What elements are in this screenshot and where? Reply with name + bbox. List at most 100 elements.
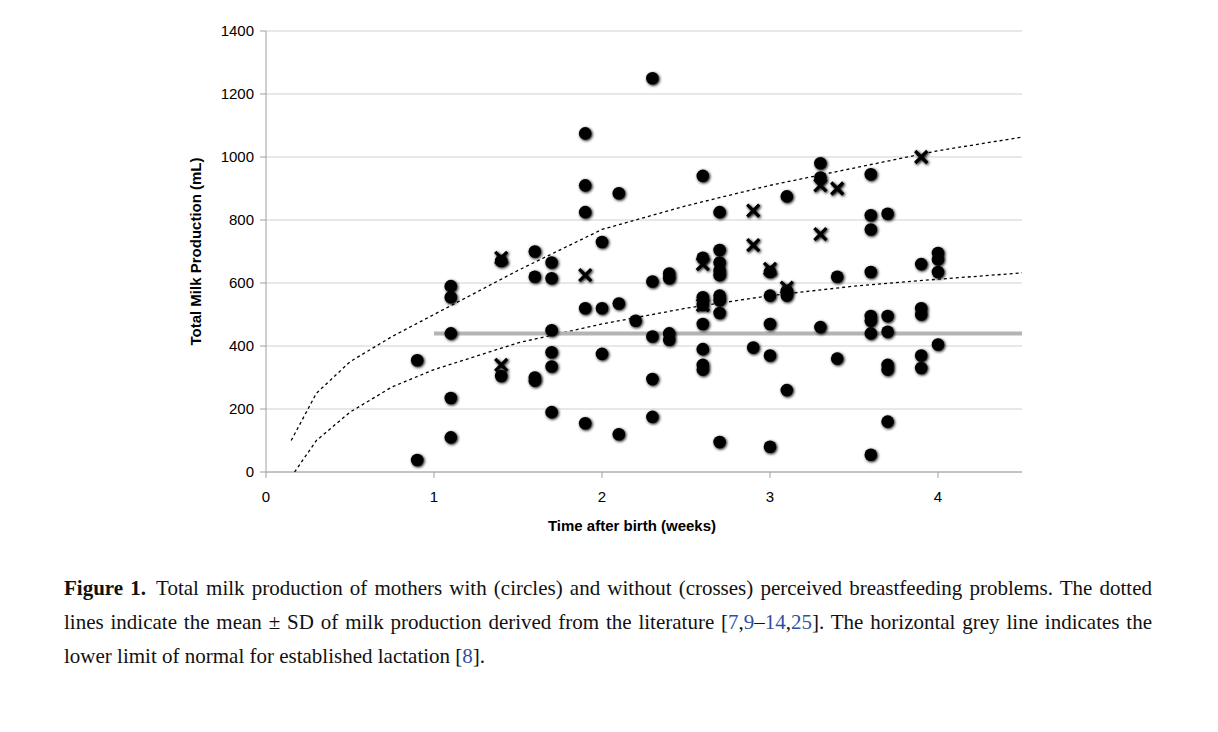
grid-line [266, 157, 1022, 158]
circle-point [613, 187, 626, 200]
circle-point [865, 266, 878, 279]
cross-point [814, 179, 826, 191]
circle-point [629, 315, 642, 328]
circle-point [713, 244, 726, 257]
circle-point [764, 289, 777, 302]
circle-point [915, 258, 928, 271]
circle-point [697, 170, 710, 183]
circle-point [713, 269, 726, 282]
circle-point [932, 266, 945, 279]
circle-point [445, 392, 458, 405]
circle-point [545, 256, 558, 269]
circle-point [915, 362, 928, 375]
tick-mark [266, 472, 267, 478]
circle-point [713, 436, 726, 449]
circle-point [865, 327, 878, 340]
tick-mark [260, 346, 266, 347]
circle-point [529, 374, 542, 387]
circle-point [663, 272, 676, 285]
circle-point [545, 272, 558, 285]
chart: 020040060080010001200140001234Time after… [0, 0, 1218, 560]
cross-point [814, 228, 826, 240]
circle-point [445, 431, 458, 444]
circle-point [445, 327, 458, 340]
x-axis-line [266, 472, 1022, 473]
cross-point [781, 282, 793, 294]
circle-point [646, 72, 659, 85]
circle-point [764, 349, 777, 362]
circle-point [713, 206, 726, 219]
caption-text: , [786, 610, 791, 634]
grid-line [266, 31, 1022, 32]
circle-point [579, 179, 592, 192]
circle-point [646, 275, 659, 288]
circle-point [814, 157, 827, 170]
circle-point [697, 363, 710, 376]
circle-point [613, 297, 626, 310]
circle-point [579, 127, 592, 140]
tick-label: 1200 [221, 85, 254, 102]
plot-area [291, 72, 1022, 472]
tick-label: 400 [229, 337, 254, 354]
grid-line [266, 472, 1022, 473]
tick-mark [434, 472, 435, 478]
cross-point [831, 183, 843, 195]
citation[interactable]: 9 [744, 610, 755, 634]
circle-point [579, 302, 592, 315]
tick-label: 200 [229, 400, 254, 417]
cross-point [495, 359, 507, 371]
cross-point [915, 151, 927, 163]
tick-mark [260, 157, 266, 158]
circle-point [646, 330, 659, 343]
tick-label: 800 [229, 211, 254, 228]
circle-point [865, 223, 878, 236]
circle-point [881, 415, 894, 428]
circle-point [881, 207, 894, 220]
reference-line [434, 331, 1022, 335]
cross-point [747, 205, 759, 217]
circle-point [613, 428, 626, 441]
circle-point [646, 373, 659, 386]
caption-text: – [754, 610, 765, 634]
circle-point [411, 454, 424, 467]
circle-point [881, 363, 894, 376]
circle-point [646, 411, 659, 424]
circle-point [663, 333, 676, 346]
citation[interactable]: 14 [765, 610, 786, 634]
cross-point [579, 269, 591, 281]
circle-point [881, 326, 894, 339]
citation[interactable]: 8 [462, 644, 473, 668]
tick-label: 2 [598, 488, 606, 505]
circle-point [932, 253, 945, 266]
circle-point [596, 302, 609, 315]
citation[interactable]: 25 [791, 610, 812, 634]
circle-point [545, 360, 558, 373]
tick-label: 1 [430, 488, 438, 505]
tick-label: 3 [766, 488, 774, 505]
grid-line [266, 409, 1022, 410]
circle-point [865, 168, 878, 181]
circle-point [831, 270, 844, 283]
circle-point [932, 338, 945, 351]
tick-mark [260, 472, 266, 473]
grid-line [266, 283, 1022, 284]
cross-point [495, 252, 507, 264]
caption-text: , [739, 610, 744, 634]
circle-point [579, 206, 592, 219]
x-axis-title: Time after birth (weeks) [548, 517, 716, 534]
caption-label: Figure 1. [64, 576, 146, 600]
circle-point [781, 384, 794, 397]
circle-point [915, 349, 928, 362]
grid-line [266, 346, 1022, 347]
circle-point [865, 209, 878, 222]
circle-point [831, 352, 844, 365]
caption: Figure 1.Total milk production of mother… [64, 571, 1152, 673]
citation[interactable]: 7 [728, 610, 739, 634]
circle-point [697, 299, 710, 312]
cross-point [747, 239, 759, 251]
tick-mark [260, 94, 266, 95]
tick-mark [260, 409, 266, 410]
circle-point [713, 294, 726, 307]
circle-point [445, 291, 458, 304]
dotted-line [291, 137, 1022, 440]
